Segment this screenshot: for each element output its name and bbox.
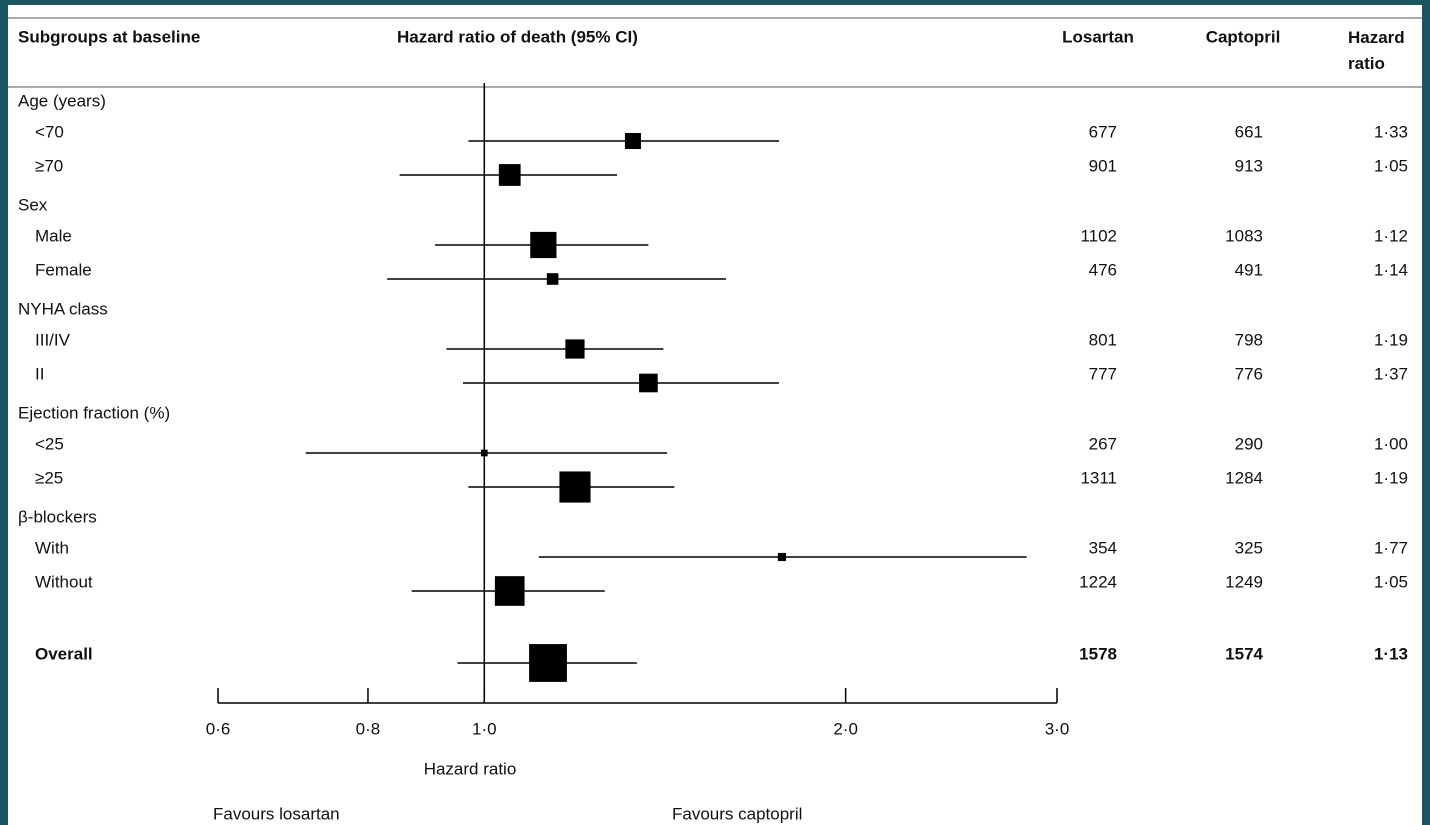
n-captopril: 491 <box>1235 260 1263 279</box>
hazard-ratio: 1·05 <box>1374 572 1408 591</box>
n-captopril: 798 <box>1235 330 1263 349</box>
n-losartan: 1224 <box>1079 572 1117 591</box>
x-tick-label: 1·0 <box>472 719 497 738</box>
n-losartan: 801 <box>1089 330 1117 349</box>
annotation: Favours losartan <box>213 804 340 823</box>
n-losartan: 267 <box>1089 434 1117 453</box>
row-label: <25 <box>35 434 64 453</box>
n-losartan: 901 <box>1089 156 1117 175</box>
group-label: β-blockers <box>18 507 97 526</box>
hazard-ratio: 1·13 <box>1374 644 1408 663</box>
x-tick-label: 0·8 <box>356 719 381 738</box>
point-estimate <box>559 471 591 503</box>
n-captopril: 325 <box>1235 538 1263 557</box>
row-label: Male <box>35 226 72 245</box>
row-label: <70 <box>35 122 64 141</box>
hazard-ratio: 1·33 <box>1374 122 1408 141</box>
point-estimate <box>529 644 567 682</box>
row-label: ≥25 <box>35 468 63 487</box>
hazard-ratio: 1·05 <box>1374 156 1408 175</box>
column-header: Subgroups at baseline <box>18 27 200 46</box>
n-losartan: 1102 <box>1080 226 1117 245</box>
hazard-ratio: 1·12 <box>1374 226 1408 245</box>
point-estimate <box>624 132 641 150</box>
n-losartan: 1311 <box>1080 468 1117 487</box>
hazard-ratio: 1·19 <box>1374 330 1408 349</box>
n-captopril: 913 <box>1235 156 1263 175</box>
panel <box>8 5 1422 825</box>
hazard-ratio: 1·37 <box>1374 364 1408 383</box>
n-losartan: 777 <box>1089 364 1117 383</box>
point-estimate <box>494 576 525 606</box>
row-label: ≥70 <box>35 156 63 175</box>
row-label: II <box>35 364 44 383</box>
hazard-ratio: 1·77 <box>1374 538 1408 557</box>
group-label: NYHA class <box>18 299 108 318</box>
hazard-ratio: 1·19 <box>1374 468 1408 487</box>
n-captopril: 1284 <box>1225 468 1263 487</box>
point-estimate <box>639 373 658 393</box>
point-estimate <box>530 231 557 259</box>
point-estimate <box>565 339 585 359</box>
point-estimate <box>777 552 787 562</box>
row-label: With <box>35 538 69 557</box>
n-captopril: 1083 <box>1225 226 1263 245</box>
n-captopril: 1249 <box>1225 572 1263 591</box>
group-label: Age (years) <box>18 91 106 110</box>
row-label: III/IV <box>35 330 71 349</box>
n-captopril: 290 <box>1235 434 1263 453</box>
group-label: Ejection fraction (%) <box>18 403 170 422</box>
point-estimate <box>546 273 559 285</box>
n-losartan: 1578 <box>1079 644 1117 663</box>
n-losartan: 677 <box>1089 122 1117 141</box>
n-losartan: 354 <box>1089 538 1117 557</box>
row-label: Female <box>35 260 92 279</box>
x-axis-label: Hazard ratio <box>424 759 517 778</box>
n-losartan: 476 <box>1089 260 1117 279</box>
point-estimate <box>480 449 488 457</box>
column-header: Losartan <box>1062 27 1134 46</box>
n-captopril: 776 <box>1235 364 1263 383</box>
x-tick-label: 0·6 <box>206 719 231 738</box>
annotation: Favours captopril <box>672 804 802 823</box>
column-header: Hazard ratio <box>1348 28 1405 73</box>
row-label: Overall <box>35 644 93 663</box>
n-captopril: 661 <box>1235 122 1263 141</box>
x-tick-label: 3·0 <box>1045 719 1070 738</box>
x-tick-label: 2·0 <box>833 719 858 738</box>
point-estimate <box>498 164 521 186</box>
row-label: Without <box>35 572 93 591</box>
group-label: Sex <box>18 195 48 214</box>
hazard-ratio: 1·00 <box>1374 434 1408 453</box>
column-header: Captopril <box>1206 27 1281 46</box>
hazard-ratio: 1·14 <box>1374 260 1408 279</box>
n-captopril: 1574 <box>1225 644 1263 663</box>
column-header: Hazard ratio of death (95% CI) <box>397 27 638 46</box>
